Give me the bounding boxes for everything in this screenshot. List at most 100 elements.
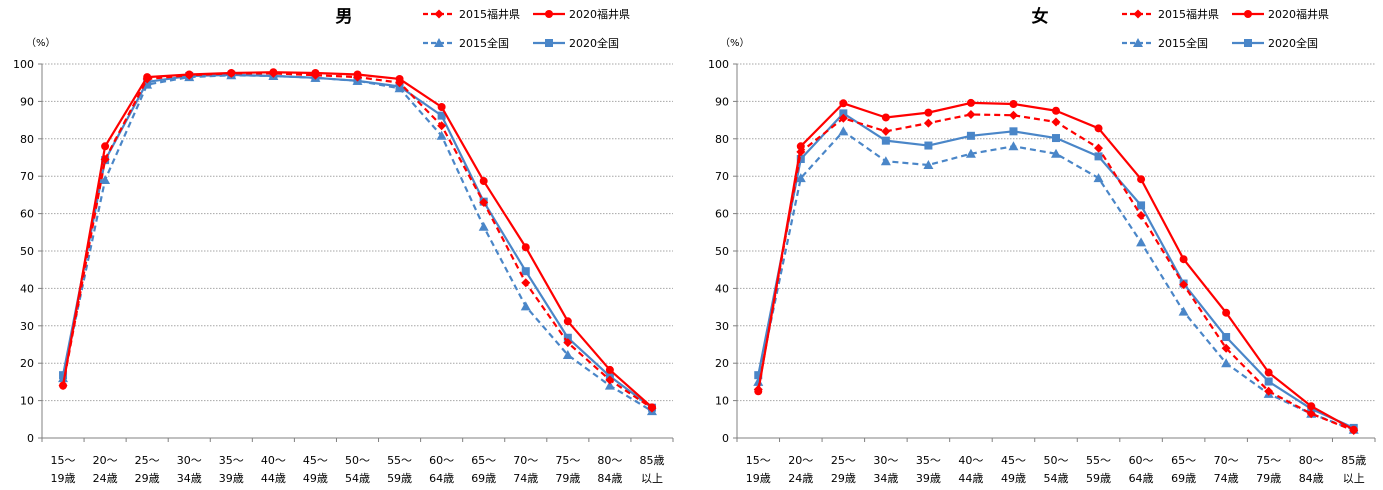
x-tick-label: 69歳 xyxy=(1171,472,1196,485)
x-tick-label: 54歳 xyxy=(345,472,370,485)
data-point xyxy=(839,109,848,118)
data-point xyxy=(227,68,236,77)
series-2020全国 xyxy=(59,70,656,412)
x-tick-label: 49歳 xyxy=(303,472,328,485)
data-point xyxy=(395,74,404,83)
x-tick-label: 60～ xyxy=(1129,454,1154,467)
data-point xyxy=(1009,127,1018,136)
data-point xyxy=(101,142,110,151)
legend-marker xyxy=(434,9,444,19)
y-tick-label: 100 xyxy=(708,58,729,71)
chart-panel-1: 男 （%） 0 10 20 30 40 50 60 70 80 90 100 15～ 19歳 20～ 24歳 25… xyxy=(13,7,674,485)
legend-label: 2020福井県 xyxy=(569,7,630,21)
data-point xyxy=(1051,117,1061,127)
data-point xyxy=(1008,110,1018,120)
y-tick-label: 50 xyxy=(20,245,34,258)
x-tick-label: 79歳 xyxy=(1256,472,1281,485)
legend: 2015福井県 2020福井県 2015全国 2020全国 xyxy=(423,7,630,50)
data-point xyxy=(1008,141,1019,151)
data-point xyxy=(1264,368,1273,377)
x-tick-label: 20～ xyxy=(93,454,118,467)
x-tick-label: 20～ xyxy=(788,454,813,467)
chart-title: 女 xyxy=(1032,6,1049,27)
x-tick-label: 29歳 xyxy=(831,472,856,485)
legend-entry: 2020全国 xyxy=(1232,36,1318,50)
legend-entry: 2015全国 xyxy=(1122,36,1208,50)
x-tick-label: 65～ xyxy=(471,454,496,467)
y-tick-label: 80 xyxy=(715,133,729,146)
data-point xyxy=(353,70,362,79)
legend-marker xyxy=(545,39,553,47)
data-point xyxy=(924,141,933,150)
series-line xyxy=(61,74,653,413)
x-tick-label: 84歳 xyxy=(1299,472,1324,485)
data-point xyxy=(1264,386,1274,396)
data-point xyxy=(562,349,573,359)
y-tick-label: 70 xyxy=(715,170,729,183)
legend-label: 2015福井県 xyxy=(1158,7,1219,21)
data-point xyxy=(1093,173,1104,183)
legend-marker xyxy=(1244,10,1252,18)
y-tick-label: 50 xyxy=(715,245,729,258)
x-tick-label: 79歳 xyxy=(555,472,580,485)
x-tick-label: 85歳 xyxy=(639,454,664,467)
y-axis-unit: （%） xyxy=(720,37,750,49)
data-point xyxy=(478,221,489,231)
data-point xyxy=(796,154,805,163)
x-tick-label: 25～ xyxy=(831,454,856,467)
x-tick-label: 30～ xyxy=(177,454,202,467)
chart-title: 男 xyxy=(336,7,353,27)
data-point xyxy=(924,108,933,117)
data-point xyxy=(966,131,975,140)
data-point xyxy=(754,371,763,380)
x-tick-label: 25～ xyxy=(135,454,160,467)
x-tick-label: 34歳 xyxy=(873,472,898,485)
data-point xyxy=(1179,255,1188,264)
x-tick-label: 以上 xyxy=(1343,472,1365,485)
x-tick-label: 50～ xyxy=(345,454,370,467)
legend-entry: 2020福井県 xyxy=(533,7,630,21)
data-point xyxy=(966,98,975,107)
data-point xyxy=(1094,152,1103,161)
legend-label: 2015全国 xyxy=(459,36,509,50)
data-point xyxy=(923,118,933,128)
y-tick-label: 90 xyxy=(20,95,34,108)
data-point xyxy=(605,365,614,374)
data-point xyxy=(437,103,446,112)
legend-marker xyxy=(1244,39,1252,47)
y-tick-label: 20 xyxy=(715,357,729,370)
x-tick-label: 59歳 xyxy=(387,472,412,485)
legend-entry: 2020福井県 xyxy=(1232,7,1329,21)
data-point xyxy=(754,387,763,396)
data-point xyxy=(1264,377,1273,386)
x-tick-label: 70～ xyxy=(1214,454,1239,467)
x-tick-label: 75～ xyxy=(1256,454,1281,467)
series-line xyxy=(757,130,1355,431)
x-tick-label: 75～ xyxy=(555,454,580,467)
data-point xyxy=(269,68,278,77)
x-tick-label: 44歳 xyxy=(958,472,983,485)
data-point xyxy=(604,380,615,390)
x-tick-label: 40～ xyxy=(958,454,983,467)
series-2020福井県 xyxy=(59,68,656,412)
y-tick-label: 30 xyxy=(20,320,34,333)
data-point xyxy=(838,126,849,136)
x-tick-label: 69歳 xyxy=(471,472,496,485)
x-tick-label: 74歳 xyxy=(1214,472,1239,485)
y-tick-label: 90 xyxy=(715,95,729,108)
data-point xyxy=(1136,237,1147,247)
data-point xyxy=(1009,100,1018,109)
data-point xyxy=(1222,308,1231,317)
legend-label: 2015福井県 xyxy=(459,7,520,21)
legend-entry: 2020全国 xyxy=(533,36,619,50)
data-point xyxy=(436,130,447,140)
data-point xyxy=(923,159,934,169)
data-point xyxy=(1052,134,1060,143)
data-point xyxy=(647,403,656,412)
legend-marker xyxy=(1133,9,1143,19)
x-tick-label: 54歳 xyxy=(1044,472,1069,485)
y-tick-label: 10 xyxy=(20,395,34,408)
data-point xyxy=(1349,425,1358,434)
data-point xyxy=(753,376,764,386)
data-point xyxy=(1052,106,1060,115)
